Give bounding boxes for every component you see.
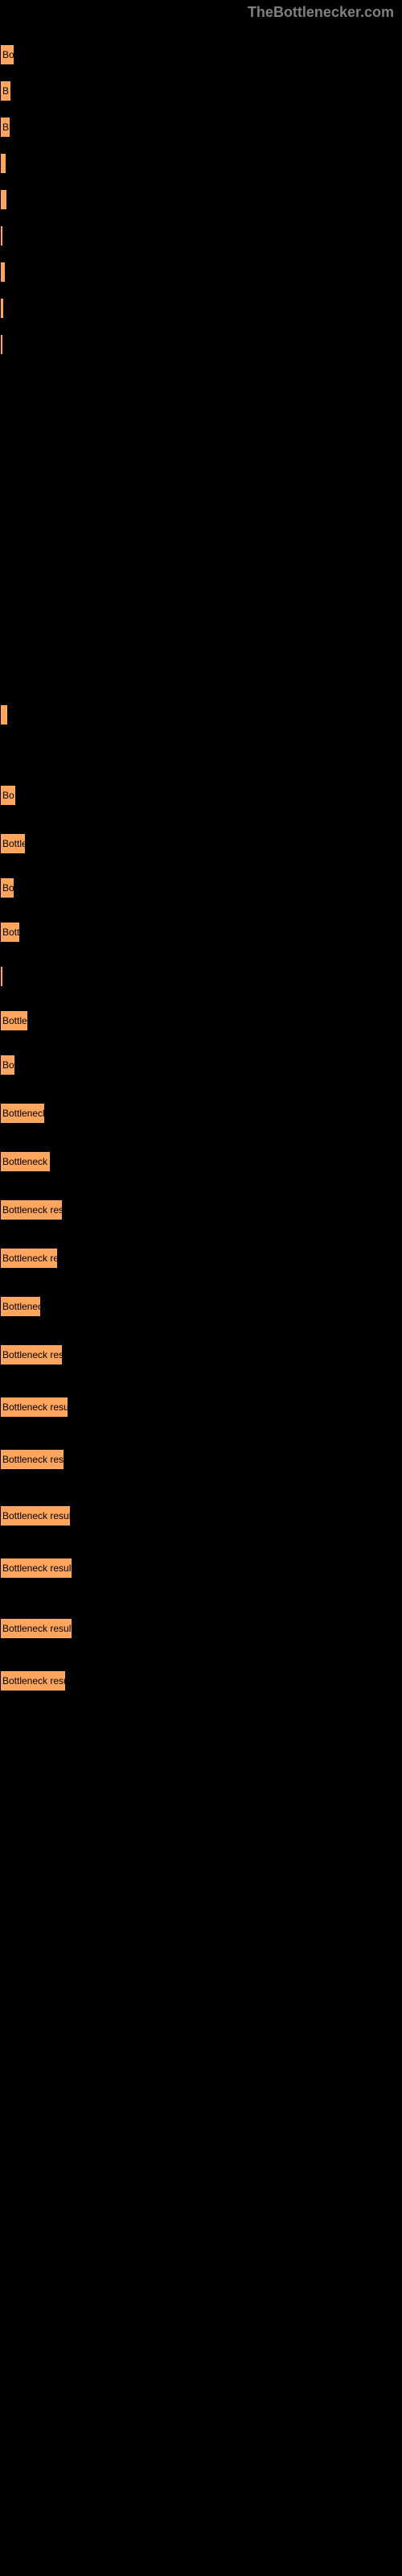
- chart-bar: Bottleneck result: [0, 1558, 72, 1579]
- bar-row: Bo: [0, 877, 14, 898]
- bar-row: Bottle: [0, 833, 26, 854]
- bar-row: Bottlen: [0, 1010, 28, 1031]
- chart-bar: B: [0, 117, 10, 138]
- chart-bar: Bottleneck res: [0, 1344, 63, 1365]
- bar-row: Bo: [0, 44, 14, 65]
- bar-row: Bottleneck result: [0, 1558, 72, 1579]
- chart-bar: Bo: [0, 1055, 15, 1075]
- chart-bar: Bo: [0, 44, 14, 65]
- bar-row: Bottleneck result: [0, 1505, 71, 1526]
- bar-row: [0, 334, 3, 355]
- bar-row: Bottlenec: [0, 1296, 41, 1317]
- bar-row: Bottleneck resu: [0, 1449, 64, 1470]
- bar-row: Bottleneck res: [0, 1344, 63, 1365]
- chart-bar: Bottleneck result: [0, 1505, 71, 1526]
- bar-row: [0, 704, 8, 725]
- chart-bar: Bottleneck resu: [0, 1449, 64, 1470]
- chart-bar: [0, 189, 7, 210]
- bar-row: [0, 225, 3, 246]
- watermark-text: TheBottlenecker.com: [248, 4, 394, 21]
- chart-bar: [0, 298, 4, 319]
- chart-bar: [0, 225, 3, 246]
- bar-row: [0, 153, 6, 174]
- chart-bar: [0, 262, 6, 283]
- chart-bar: Bott: [0, 922, 20, 943]
- bar-row: B: [0, 117, 10, 138]
- bar-row: Bottleneck re: [0, 1248, 58, 1269]
- bar-row: Bottleneck: [0, 1103, 45, 1124]
- bar-row: [0, 262, 6, 283]
- chart-bar: Bottleneck: [0, 1103, 45, 1124]
- bar-row: Bottleneck r: [0, 1151, 51, 1172]
- bar-row: Bo: [0, 785, 16, 806]
- bar-row: B: [0, 80, 11, 101]
- chart-bar: Bottlenec: [0, 1296, 41, 1317]
- bar-row: Bo: [0, 1055, 15, 1075]
- chart-bar: Bottleneck res: [0, 1199, 63, 1220]
- chart-bar: Bottlen: [0, 1010, 28, 1031]
- chart-bar: Bo: [0, 785, 16, 806]
- chart-bar: [0, 334, 3, 355]
- chart-bar: [0, 704, 8, 725]
- chart-bar: B: [0, 80, 11, 101]
- bar-row: Bottleneck resu: [0, 1670, 66, 1691]
- chart-bar: Bottleneck r: [0, 1151, 51, 1172]
- chart-bar: Bottle: [0, 833, 26, 854]
- chart-bar: Bo: [0, 877, 14, 898]
- bar-row: Bottleneck resul: [0, 1397, 68, 1418]
- bar-row: [0, 189, 7, 210]
- bar-row: [0, 966, 3, 987]
- chart-bar: Bottleneck re: [0, 1248, 58, 1269]
- chart-bar: Bottleneck resu: [0, 1670, 66, 1691]
- bar-row: Bottleneck result: [0, 1618, 72, 1639]
- bar-row: [0, 298, 4, 319]
- bar-row: Bott: [0, 922, 20, 943]
- chart-bar: [0, 153, 6, 174]
- bar-row: Bottleneck res: [0, 1199, 63, 1220]
- chart-bar: Bottleneck resul: [0, 1397, 68, 1418]
- chart-bar: Bottleneck result: [0, 1618, 72, 1639]
- chart-bar: [0, 966, 3, 987]
